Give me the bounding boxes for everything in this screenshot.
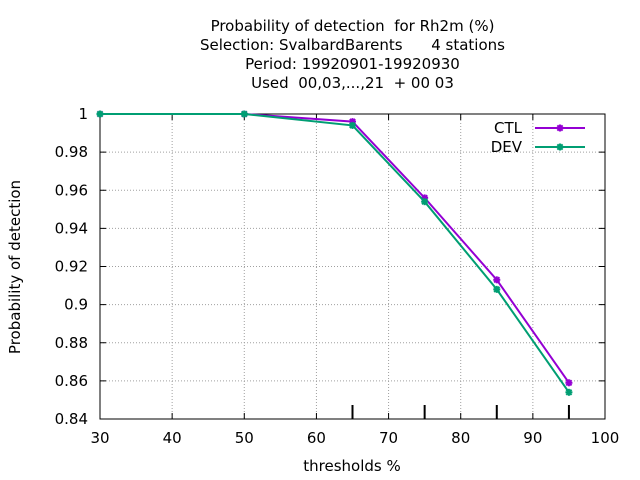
point-marker-stroke	[493, 286, 501, 293]
point-marker-stroke	[565, 379, 573, 387]
point-marker-stroke	[565, 388, 573, 396]
point-marker-stroke	[556, 124, 564, 132]
y-tick-label: 0.92	[55, 258, 88, 276]
chart-title-line-2: Selection: SvalbardBarents 4 stations	[200, 36, 505, 54]
point-marker-stroke	[96, 110, 104, 118]
y-tick-label: 1	[78, 105, 88, 123]
legend-label-dev: DEV	[491, 138, 523, 156]
x-tick-label: 60	[307, 429, 326, 447]
axis-ticks: 0.84 0.86 0.88 0.9 0.92 0.94 0.96 0.98 1 30 40 50 60…	[55, 105, 620, 447]
data-point-dev	[565, 388, 573, 396]
x-tick-label: 100	[591, 429, 620, 447]
chart-title-line-3: Period: 19920901-19920930	[245, 55, 460, 73]
point-marker-stroke	[421, 198, 428, 206]
data-point-dev	[96, 110, 104, 118]
x-tick-label: 50	[235, 429, 254, 447]
y-tick-label: 0.96	[55, 181, 88, 199]
chart-title-line-1: Probability of detection for Rh2m (%)	[210, 17, 495, 35]
x-tick-label: 30	[90, 429, 109, 447]
point-marker-stroke	[493, 276, 501, 284]
data-point-dev	[493, 285, 501, 293]
y-axis-label: Probability of detection	[6, 180, 24, 354]
legend-label-ctl: CTL	[494, 119, 523, 137]
data-point-dev	[421, 198, 429, 206]
y-tick-label: 0.84	[55, 410, 88, 428]
y-tick-label: 0.86	[55, 372, 88, 390]
x-tick-label: 70	[379, 429, 398, 447]
legend-marker-ctl	[556, 124, 564, 132]
chart-title-line-4: Used 00,03,...,21 + 00 03	[251, 74, 454, 92]
point-marker-stroke	[349, 122, 356, 129]
x-axis-label: thresholds %	[303, 457, 400, 475]
series-lines	[96, 110, 573, 396]
series-line-dev	[100, 113, 570, 393]
x-tick-label: 90	[523, 429, 542, 447]
y-tick-label: 0.9	[64, 296, 88, 314]
y-tick-label: 0.98	[55, 143, 88, 161]
data-point-ctl	[493, 276, 501, 284]
legend-marker-dev	[556, 143, 564, 151]
x-tick-label: 40	[163, 429, 182, 447]
data-point-dev	[349, 121, 356, 129]
x-tick-label: 80	[451, 429, 470, 447]
y-tick-label: 0.94	[55, 219, 88, 237]
data-point-ctl	[565, 379, 573, 387]
data-point-dev	[240, 110, 248, 118]
y-tick-label: 0.88	[55, 334, 88, 352]
grid	[100, 114, 605, 419]
point-marker-stroke	[556, 143, 564, 151]
point-marker-stroke	[240, 110, 248, 118]
